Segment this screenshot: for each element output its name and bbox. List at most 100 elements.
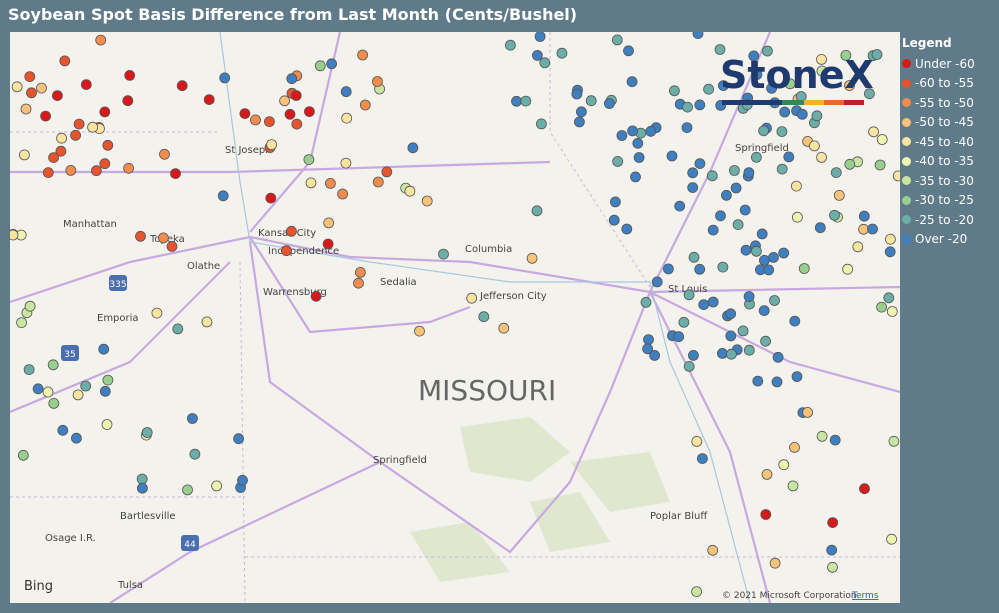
location-dot	[466, 292, 478, 304]
legend-label: -40 to -35	[915, 154, 974, 169]
location-dot	[498, 322, 510, 334]
location-dot	[698, 299, 710, 311]
location-dot	[633, 152, 645, 163]
location-dot	[802, 406, 813, 418]
location-dot	[141, 427, 153, 438]
location-dot	[10, 229, 19, 241]
location-dot	[643, 334, 654, 346]
legend-label: -35 to -30	[915, 173, 974, 188]
location-dot	[99, 385, 111, 397]
location-dot	[626, 76, 638, 88]
location-dot	[681, 122, 693, 133]
location-dot	[715, 210, 726, 222]
place-label: Sedalia	[380, 277, 417, 288]
location-dot	[151, 307, 163, 319]
location-dot	[26, 87, 37, 99]
location-dot	[714, 44, 726, 55]
location-dot	[739, 204, 751, 216]
location-dot	[783, 151, 795, 163]
location-dot	[623, 45, 634, 57]
highway-shield	[181, 535, 199, 551]
location-dot	[47, 359, 59, 371]
terms-link[interactable]: Terms	[851, 591, 879, 601]
location-dot	[159, 148, 170, 160]
location-dot	[101, 419, 113, 430]
location-dot	[353, 277, 364, 289]
legend-swatch	[902, 117, 911, 127]
location-dot	[36, 82, 47, 94]
location-dot	[608, 214, 620, 226]
location-dot	[829, 209, 840, 221]
location-dot	[201, 316, 213, 328]
location-dot	[791, 180, 802, 192]
location-dot	[826, 544, 838, 556]
location-dot	[678, 316, 690, 328]
location-dot	[136, 473, 148, 485]
location-dot	[784, 78, 796, 90]
location-dot	[291, 118, 303, 130]
location-dot	[102, 374, 114, 386]
location-dot	[867, 223, 878, 235]
location-dot	[776, 126, 788, 137]
location-dot	[124, 70, 136, 81]
location-dot	[18, 149, 30, 161]
location-dot	[531, 205, 543, 217]
location-dot	[830, 167, 842, 179]
location-dot	[703, 83, 714, 95]
location-dot	[95, 34, 107, 46]
location-dot	[844, 158, 856, 170]
location-dot	[874, 159, 886, 171]
location-dot	[707, 296, 719, 308]
location-dot	[883, 292, 895, 304]
location-dot	[556, 47, 568, 59]
location-dot	[80, 380, 92, 392]
location-dot	[42, 167, 54, 179]
location-dot	[237, 474, 248, 486]
location-dot	[751, 151, 762, 163]
legend-swatch	[902, 137, 911, 147]
legend-item: -60 to -55	[902, 74, 975, 94]
location-dot	[842, 263, 853, 275]
location-dot	[859, 483, 870, 495]
location-dot	[748, 50, 760, 62]
place-label: St Joseph	[225, 145, 272, 156]
location-dot	[737, 325, 749, 337]
location-dot	[571, 88, 583, 100]
location-dot	[585, 95, 597, 107]
bing-logo: Bing	[24, 579, 53, 594]
legend-swatch	[902, 215, 911, 225]
location-dot	[885, 233, 896, 245]
location-dot	[326, 58, 338, 70]
location-dot	[32, 383, 44, 395]
location-dot	[811, 110, 823, 122]
location-dot	[683, 289, 695, 301]
location-dot	[816, 65, 828, 77]
location-dot	[414, 325, 425, 337]
location-dot	[886, 533, 897, 545]
location-dot	[511, 95, 522, 107]
location-dot	[888, 435, 900, 447]
location-dot	[73, 118, 85, 130]
location-dot	[186, 413, 198, 424]
location-dot	[751, 245, 762, 257]
legend-item: -35 to -30	[902, 171, 975, 191]
location-dot	[721, 189, 732, 201]
location-dot	[772, 351, 784, 363]
location-dot	[694, 158, 706, 170]
location-dot	[303, 106, 315, 117]
location-dot	[871, 49, 883, 60]
location-dot	[372, 176, 384, 188]
location-dot	[122, 95, 134, 107]
location-dot	[789, 315, 801, 327]
location-dot	[758, 305, 770, 317]
location-dot	[768, 251, 779, 263]
location-dot	[611, 34, 623, 46]
location-dot	[42, 386, 54, 398]
rivers	[219, 32, 751, 603]
location-dot	[24, 71, 36, 82]
location-dot	[725, 330, 737, 342]
place-label: Bartlesville	[120, 511, 176, 522]
location-dot	[170, 168, 181, 180]
legend-item: Under -60	[902, 54, 975, 74]
location-dot	[760, 509, 772, 520]
